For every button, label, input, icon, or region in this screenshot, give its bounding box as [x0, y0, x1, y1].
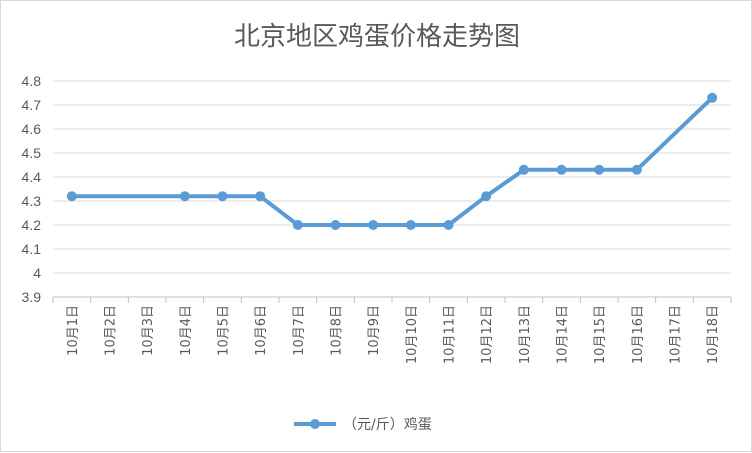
x-tick-label: 10月13日 — [518, 305, 533, 364]
data-point — [217, 191, 228, 202]
y-axis-ticks: 3.9 4 4.1 4.2 4.3 4.4 4.5 4.6 4.7 4.8 — [22, 73, 42, 305]
x-tick-label: 10月6日 — [254, 305, 269, 356]
x-tick-label: 10月18日 — [706, 305, 721, 364]
y-tick-label: 4.5 — [22, 145, 42, 161]
x-tick-label: 10月2日 — [104, 305, 119, 356]
chart-title: 北京地区鸡蛋价格走势图 — [234, 22, 520, 52]
x-tick-label: 10月12日 — [480, 305, 495, 364]
x-tick-label: 10月16日 — [631, 305, 646, 364]
data-point — [594, 164, 605, 175]
data-point — [330, 220, 341, 230]
x-tick-label: 10月10日 — [405, 305, 420, 364]
x-tick-label: 10月5日 — [217, 305, 232, 356]
x-tick-label: 10月11日 — [443, 305, 458, 364]
legend: （元/斤）鸡蛋 — [294, 416, 432, 433]
y-tick-label: 4 — [33, 265, 41, 281]
y-tick-label: 4.8 — [22, 73, 42, 89]
y-tick-label: 3.9 — [22, 289, 42, 305]
data-point — [707, 92, 718, 103]
x-tick-label: 10月3日 — [141, 305, 156, 356]
data-point — [179, 191, 190, 202]
x-tick-label: 10月17日 — [669, 305, 684, 364]
x-tick-label: 10月8日 — [330, 305, 345, 356]
x-tick-label: 10月15日 — [593, 305, 608, 364]
x-tick-label: 10月9日 — [367, 305, 382, 356]
series-layer — [66, 92, 718, 230]
y-tick-label: 4.3 — [22, 193, 42, 209]
x-tick-label: 10月4日 — [179, 305, 194, 356]
legend-label: （元/斤）鸡蛋 — [343, 416, 432, 433]
data-point — [518, 164, 529, 175]
data-point — [66, 191, 77, 202]
grid-lines — [53, 80, 731, 274]
x-tick-label: 10月7日 — [292, 305, 307, 356]
data-point — [481, 191, 492, 202]
y-tick-label: 4.2 — [22, 217, 42, 233]
data-point — [556, 164, 567, 175]
data-point — [405, 220, 416, 230]
y-tick-label: 4.1 — [22, 241, 42, 257]
data-point — [255, 191, 266, 202]
y-tick-label: 4.4 — [22, 169, 42, 185]
data-point — [443, 220, 454, 230]
series-line — [71, 96, 714, 227]
data-point — [368, 220, 379, 230]
data-point — [292, 220, 303, 230]
x-tick-label: 10月1日 — [66, 305, 81, 356]
data-point — [631, 164, 642, 175]
legend-point-marker — [310, 419, 320, 429]
y-tick-label: 4.6 — [22, 121, 42, 137]
x-tick-label: 10月14日 — [556, 305, 571, 364]
y-tick-label: 4.7 — [22, 97, 42, 113]
x-axis: 10月1日 10月2日 10月3日 10月4日 10月5日 10月6日 10月7日 10月8日… — [52, 296, 732, 364]
